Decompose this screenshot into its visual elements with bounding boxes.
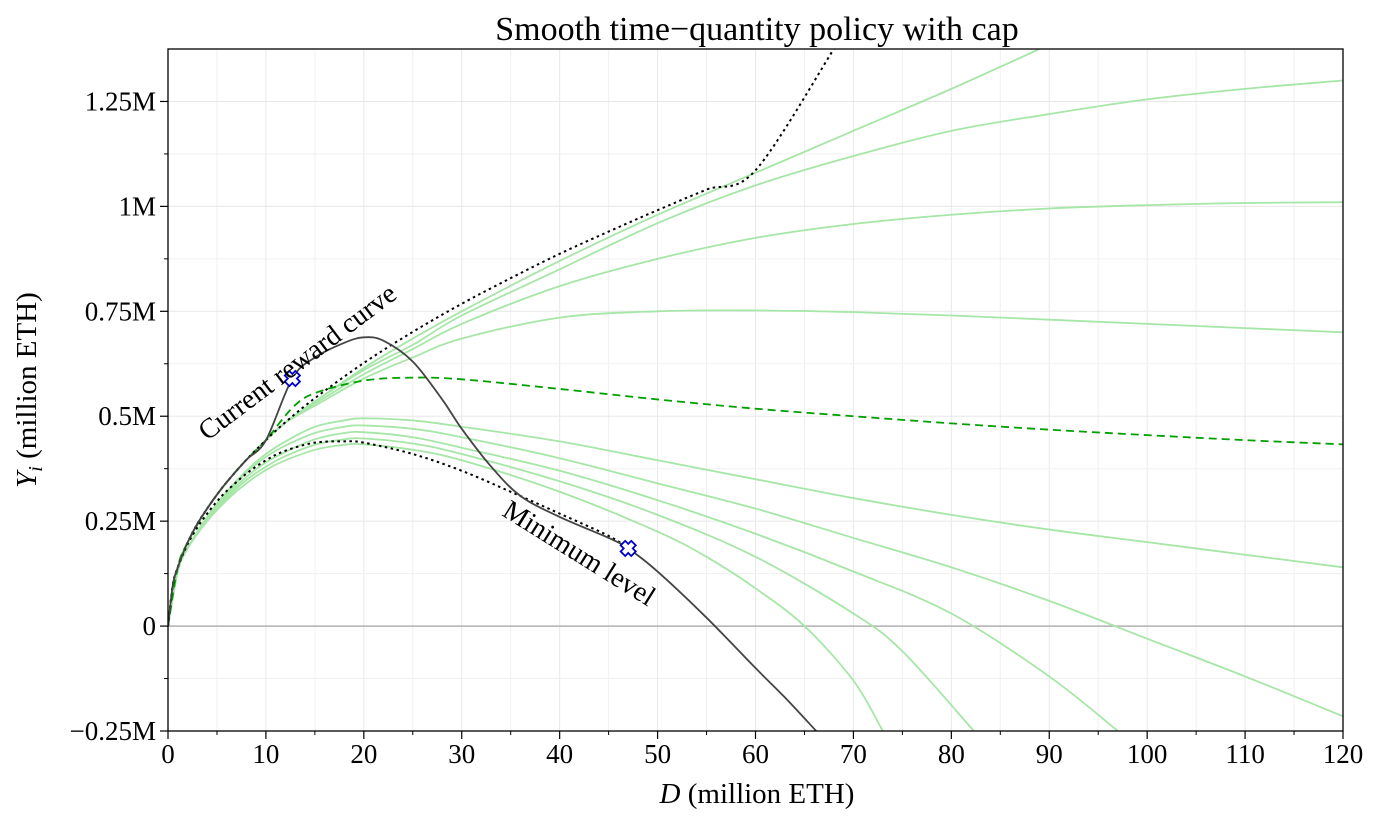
y-tick-label: 0.25M: [85, 506, 156, 536]
x-axis-variable: D: [659, 778, 681, 810]
y-tick-label: 1.25M: [85, 86, 156, 116]
series-line-family: [168, 424, 1343, 718]
x-marker: [619, 539, 638, 558]
series-line-reference-dotted: [168, 49, 835, 627]
x-tick-label: 120: [1323, 739, 1364, 769]
x-axis-unit: (million ETH): [680, 778, 854, 810]
x-tick-label: 110: [1225, 739, 1265, 769]
marker-group: [283, 369, 638, 558]
x-tick-label: 60: [742, 739, 769, 769]
series-line-family: [168, 417, 1343, 627]
x-tick-label: 90: [1036, 739, 1063, 769]
x-tick-label: 80: [938, 739, 965, 769]
series-line-reference-dotted: [168, 440, 629, 627]
y-axis-subscript: i: [25, 466, 47, 472]
x-tick-label: 30: [448, 739, 475, 769]
y-axis-unit: (million ETH): [11, 292, 43, 466]
y-tick-label: 0.5M: [98, 401, 156, 431]
y-tick-label: 1M: [118, 191, 156, 221]
series-line-family: [168, 49, 1040, 627]
x-axis-label: D (million ETH): [659, 778, 855, 810]
series-line-family: [168, 442, 884, 731]
series-line-family: [168, 430, 1119, 731]
y-tick-label: 0: [143, 611, 157, 641]
x-tick-label: 20: [350, 739, 377, 769]
y-tick-label: 0.75M: [85, 296, 156, 326]
ticks: 0 10 20 30 40 50 60 70 80 90 100 110 120−0.25M00.25M…: [70, 86, 1364, 769]
x-tick-label: 40: [546, 739, 573, 769]
x-marker: [283, 369, 302, 388]
y-tick-label: −0.25M: [70, 716, 156, 746]
x-tick-label: 100: [1127, 739, 1168, 769]
x-tick-label: 70: [840, 739, 867, 769]
grid: [167, 48, 1344, 732]
series-line-solid-dark: [168, 336, 817, 731]
chart-title: Smooth time−quantity policy with cap: [495, 11, 1018, 48]
x-tick-label: 50: [644, 739, 671, 769]
x-tick-label: 0: [161, 739, 175, 769]
y-axis-variable: Y: [11, 469, 43, 488]
x-tick-label: 10: [252, 739, 279, 769]
series-group: [168, 49, 1343, 731]
y-axis-label: Yi (million ETH): [11, 292, 47, 488]
